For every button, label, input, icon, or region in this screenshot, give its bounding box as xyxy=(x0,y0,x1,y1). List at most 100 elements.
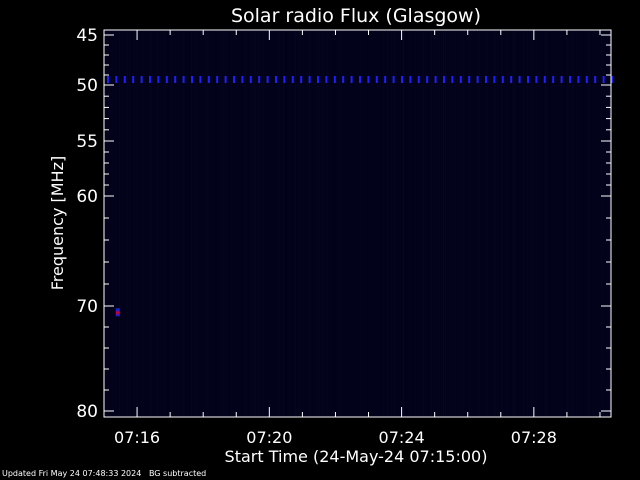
spectrogram-column xyxy=(249,31,250,416)
spectrogram-column xyxy=(239,31,240,416)
band-dash xyxy=(611,76,613,83)
band-dash xyxy=(577,76,580,83)
spectrogram-column xyxy=(291,31,292,416)
spectrogram-column xyxy=(251,31,252,416)
band-dash xyxy=(207,76,210,83)
spectrogram-column xyxy=(543,31,544,416)
spectrogram-column xyxy=(529,31,530,416)
spectrogram-column xyxy=(405,31,406,416)
spectrogram-column xyxy=(585,31,586,416)
spectrogram-column xyxy=(423,31,424,416)
y-axis-label: Frequency [MHz] xyxy=(48,156,67,290)
spectrogram-column xyxy=(455,31,456,416)
x-tick-label: 07:20 xyxy=(246,428,292,447)
band-dash xyxy=(325,76,328,83)
spectrogram-column xyxy=(481,31,482,416)
spectrogram-column xyxy=(451,31,452,416)
spectrogram-column xyxy=(159,31,160,416)
spectrogram-column xyxy=(283,31,284,416)
spectrogram-column xyxy=(559,31,560,416)
spectrogram-column xyxy=(327,31,328,416)
spectrogram-column xyxy=(355,31,356,416)
spectrogram-column xyxy=(595,31,596,416)
spectrogram-column xyxy=(569,31,570,416)
spectrogram-column xyxy=(431,31,432,416)
spectrogram-column xyxy=(189,31,190,416)
spectrogram-column xyxy=(605,31,606,416)
spectrogram-column xyxy=(515,31,516,416)
spectrogram-column xyxy=(563,31,564,416)
spectrogram-column xyxy=(305,31,306,416)
spectrogram-column xyxy=(231,31,232,416)
spectrogram-column xyxy=(215,31,216,416)
spectrogram-column xyxy=(553,31,554,416)
band-dash xyxy=(300,76,303,83)
spectrogram-column xyxy=(565,31,566,416)
spectrogram-column xyxy=(411,31,412,416)
band-dash xyxy=(132,76,135,83)
band-dash xyxy=(527,76,529,83)
footer: Updated Fri May 24 07:48:33 2024 BG subt… xyxy=(2,469,206,478)
spectrogram-column xyxy=(597,31,598,416)
spectrogram-column xyxy=(195,31,196,416)
spectrogram-column xyxy=(343,31,344,416)
spectrogram-column xyxy=(369,31,370,416)
spectrogram-column xyxy=(301,31,302,416)
spectrogram-column xyxy=(593,31,594,416)
spectrogram-column xyxy=(381,31,382,416)
spectrogram-column xyxy=(255,31,256,416)
spectrogram-column xyxy=(583,31,584,416)
spectrogram-column xyxy=(501,31,502,416)
band-dash xyxy=(409,76,412,83)
spectrogram-column xyxy=(199,31,200,416)
spectrogram-column xyxy=(111,31,112,416)
spectrogram-column xyxy=(173,31,174,416)
spectrogram-column xyxy=(385,31,386,416)
spectrogram-column xyxy=(155,31,156,416)
spectrogram-column xyxy=(115,31,116,416)
spectrogram-column xyxy=(365,31,366,416)
spectrogram-column xyxy=(487,31,488,416)
spectrogram-column xyxy=(131,31,132,416)
band-dash xyxy=(417,76,420,83)
plot-area xyxy=(103,29,613,418)
spectrogram-column xyxy=(427,31,428,416)
spectrogram-column xyxy=(479,31,480,416)
spectrogram-column xyxy=(561,31,562,416)
spectrogram-column xyxy=(105,31,106,416)
spectrogram-column xyxy=(429,31,430,416)
spectrogram-column xyxy=(361,31,362,416)
spectrogram-column xyxy=(119,31,120,416)
spectrogram-column xyxy=(567,31,568,416)
spectrogram-features xyxy=(107,76,613,317)
spectrogram-column xyxy=(571,31,572,416)
y-tick-label: 55 xyxy=(76,132,98,152)
spectrogram-column xyxy=(419,31,420,416)
spectrogram-column xyxy=(535,31,536,416)
spectrogram-column xyxy=(123,31,124,416)
spectrogram-column xyxy=(133,31,134,416)
spectrogram-column xyxy=(449,31,450,416)
spectrogram-column xyxy=(465,31,466,416)
band-dash xyxy=(283,76,286,83)
spectrogram-column xyxy=(575,31,576,416)
spectrogram-column xyxy=(349,31,350,416)
spectrogram-column xyxy=(545,31,546,416)
spectrogram-column xyxy=(509,31,510,416)
band-dash xyxy=(585,76,588,83)
spectrogram-column xyxy=(407,31,408,416)
spectrogram-column xyxy=(309,31,310,416)
spectrogram-column xyxy=(525,31,526,416)
spectrogram-column xyxy=(445,31,446,416)
spectrogram-column xyxy=(371,31,372,416)
spectrogram-column xyxy=(129,31,130,416)
spectrogram-column xyxy=(187,31,188,416)
band-dash xyxy=(182,76,185,83)
spectrogram-column xyxy=(399,31,400,416)
spectrogram-column xyxy=(439,31,440,416)
band-dash xyxy=(165,76,168,83)
spectrogram-column xyxy=(337,31,338,416)
band-dash xyxy=(233,76,235,83)
spectrogram-column xyxy=(591,31,592,416)
spectrogram-column xyxy=(265,31,266,416)
